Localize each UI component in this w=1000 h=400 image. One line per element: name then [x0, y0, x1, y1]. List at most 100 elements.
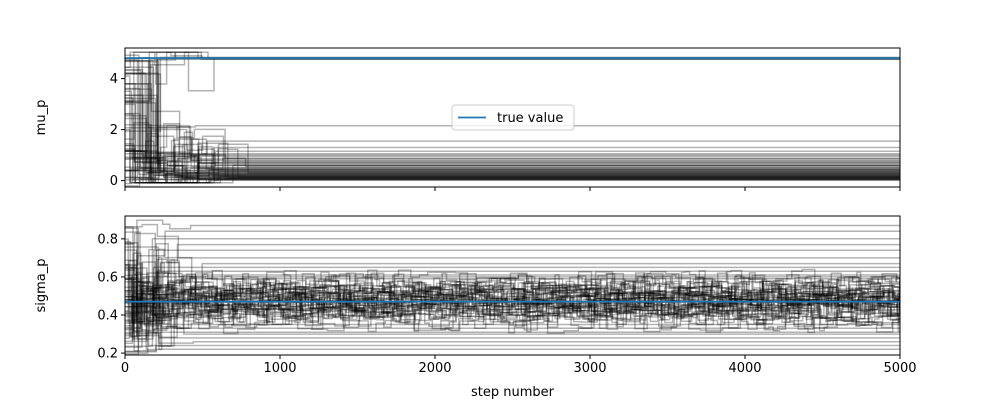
- walker-trace: [125, 308, 900, 351]
- walker-trace: [125, 299, 900, 343]
- sigma-p-y-ticks: 0.2 0.4 0.6 0.8: [97, 232, 125, 362]
- walker-trace: [125, 143, 900, 180]
- walker-trace: [125, 230, 900, 267]
- walker-trace: [125, 102, 900, 175]
- x-tick-label: 2000: [418, 361, 451, 376]
- legend: true value: [451, 104, 575, 131]
- walker-trace: [125, 276, 900, 323]
- walker-trace: [125, 178, 900, 187]
- walker-trace: [125, 260, 900, 324]
- walker-trace: [125, 334, 900, 339]
- walker-trace: [125, 269, 900, 324]
- legend-box: [451, 104, 575, 131]
- walker-trace: [125, 249, 900, 337]
- walker-trace: [125, 288, 900, 321]
- walker-trace: [125, 248, 900, 310]
- walker-trace: [125, 263, 900, 347]
- walker-trace: [125, 148, 900, 184]
- walker-trace: [125, 82, 900, 184]
- walker-trace: [125, 274, 900, 324]
- walker-trace: [125, 291, 900, 325]
- walker-trace: [125, 142, 900, 179]
- walker-trace: [125, 285, 900, 327]
- walker-trace: [125, 296, 900, 343]
- walker-trace: [125, 150, 900, 184]
- walker-trace: [125, 145, 900, 173]
- walker-trace: [125, 243, 900, 292]
- walker-trace: [125, 287, 900, 332]
- walker-trace: [125, 131, 900, 184]
- walker-trace: [125, 246, 900, 344]
- walker-trace: [125, 238, 900, 324]
- walker-trace: [125, 138, 900, 171]
- sigma-p-axes-frame: [124, 215, 901, 356]
- walker-trace: [125, 243, 900, 353]
- legend-true-value-label: true value: [497, 111, 563, 126]
- y-tick-label: 0.8: [97, 232, 118, 247]
- walker-trace: [125, 289, 900, 316]
- walker-trace: [125, 132, 900, 161]
- walker-trace: [125, 90, 900, 173]
- walker-trace: [125, 287, 900, 355]
- walker-trace: [125, 60, 900, 184]
- y-tick-label: 2: [110, 123, 118, 138]
- walker-trace: [125, 60, 900, 184]
- walker-trace: [125, 278, 900, 348]
- walker-trace: [125, 293, 900, 324]
- walker-trace: [125, 83, 900, 181]
- walker-trace: [125, 226, 900, 340]
- walker-trace: [125, 295, 900, 330]
- walker-trace: [125, 238, 900, 347]
- walker-trace: [125, 278, 900, 316]
- walker-trace: [125, 256, 900, 319]
- x-tick-label: 0: [121, 361, 129, 376]
- x-axis-label: step number: [471, 385, 555, 400]
- walker-trace: [125, 144, 900, 184]
- walker-trace: [125, 72, 900, 171]
- walker-trace: [125, 150, 900, 167]
- walker-trace: [125, 261, 900, 340]
- sigma-p-trace-panel: 0 1000 2000 3000 4000 5000 0.2 0.4 0.6 0.8 sigma…: [34, 215, 917, 400]
- walker-trace: [125, 135, 900, 184]
- walker-trace: [125, 126, 900, 184]
- walker-trace: [125, 140, 900, 177]
- x-tick-label: 5000: [883, 361, 916, 376]
- walker-trace: [125, 248, 900, 308]
- walker-trace: [125, 306, 900, 351]
- sigma-p-x-ticks: 0 1000 2000 3000 4000 5000: [121, 355, 917, 376]
- walker-trace: [125, 266, 900, 322]
- walker-trace: [125, 240, 900, 338]
- walker-trace: [125, 58, 900, 179]
- walker-trace: [125, 59, 900, 162]
- walker-trace: [125, 129, 900, 184]
- walker-trace: [125, 94, 900, 184]
- walker-trace: [125, 272, 900, 313]
- walker-trace: [125, 281, 900, 348]
- mu-p-y-ticks: 0 2 4: [110, 72, 125, 189]
- mu-p-y-axis-label: mu_p: [34, 100, 49, 136]
- walker-trace: [125, 124, 900, 175]
- walker-trace: [125, 232, 900, 252]
- walker-trace: [125, 88, 900, 155]
- walker-trace: [125, 66, 900, 178]
- walker-trace: [125, 159, 900, 185]
- sigma-p-walker-traces: [125, 219, 900, 355]
- mu-p-trace-panel: 0 2 4 mu_p true value: [34, 47, 901, 191]
- walker-trace: [125, 54, 900, 176]
- walker-trace: [125, 277, 900, 330]
- walker-trace: [125, 69, 900, 170]
- walker-trace: [125, 101, 900, 184]
- walker-trace: [125, 148, 900, 184]
- walker-trace: [125, 266, 900, 305]
- walker-trace: [125, 113, 900, 172]
- walker-trace: [125, 297, 900, 352]
- walker-trace: [125, 97, 900, 184]
- walker-trace: [125, 73, 900, 180]
- walker-trace: [125, 223, 900, 259]
- mu-p-axes-frame: [124, 47, 901, 188]
- walker-trace: [125, 219, 900, 280]
- walker-trace: [125, 68, 900, 184]
- walker-trace: [125, 267, 900, 332]
- walker-trace: [125, 252, 900, 335]
